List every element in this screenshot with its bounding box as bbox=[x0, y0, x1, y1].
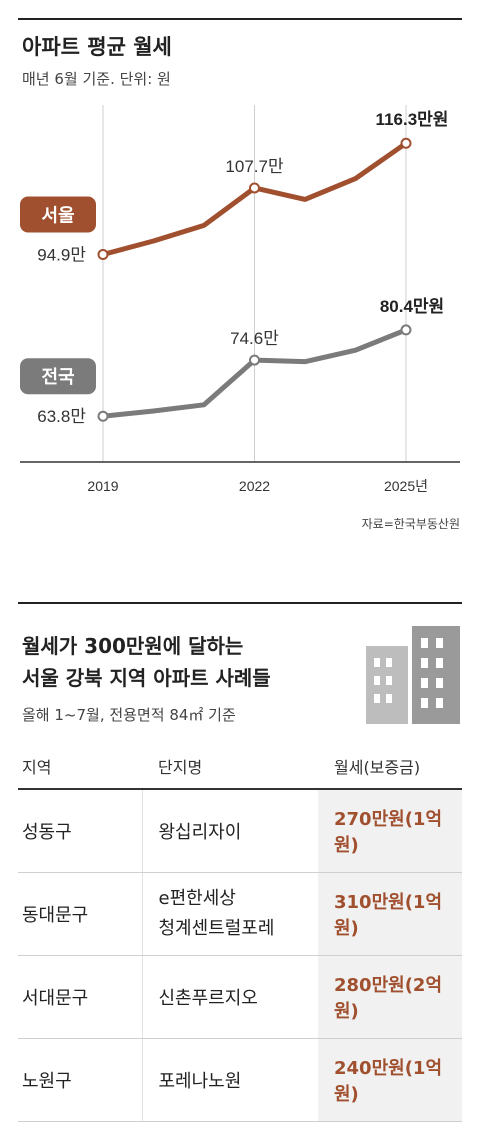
table-row: 성동구 왕십리자이 270만원(1억원) bbox=[18, 789, 462, 873]
rent-cell: 270만원(1억원) bbox=[318, 789, 462, 873]
complex-cell: 왕십리자이 bbox=[141, 789, 318, 873]
table-subtitle: 올해 1~7월, 전용면적 84㎡ 기준 bbox=[22, 706, 236, 724]
table-top-rule bbox=[18, 602, 462, 604]
region-cell: 동대문구 bbox=[18, 872, 142, 956]
region-cell: 서대문구 bbox=[18, 955, 142, 1039]
data-point bbox=[97, 249, 109, 261]
table-title-line1: 월세가 300만원에 달하는 bbox=[22, 634, 244, 658]
data-point bbox=[249, 354, 260, 366]
rent-cell: 280만원(2억원) bbox=[318, 955, 462, 1039]
header-complex: 단지명 bbox=[142, 748, 318, 790]
data-point bbox=[97, 410, 109, 422]
region-cell: 노원구 bbox=[18, 1038, 142, 1122]
chart-title: 아파트 평균 월세 bbox=[22, 35, 172, 59]
rent-cell: 240만원(1억원) bbox=[318, 1038, 462, 1122]
chart-source: 자료=한국부동산원 bbox=[361, 517, 460, 531]
chart-subtitle: 매년 6월 기준. 단위: 원 bbox=[22, 70, 171, 88]
series-name: 서울 bbox=[41, 206, 74, 227]
rent-cell: 310만원(1억원) bbox=[318, 872, 462, 956]
header-region: 지역 bbox=[18, 748, 142, 790]
building-icon bbox=[366, 626, 460, 724]
data-point bbox=[400, 137, 412, 149]
data-label: 80.4만원 bbox=[380, 297, 444, 316]
data-label: 94.9만 bbox=[37, 246, 86, 265]
x-tick-label: 2022 bbox=[239, 478, 270, 494]
data-label: 116.3만원 bbox=[376, 110, 449, 129]
table-row: 서대문구 신촌푸르지오 280만원(2억원) bbox=[18, 955, 462, 1039]
x-tick-label: 2025년 bbox=[384, 478, 428, 494]
data-label: 74.6만 bbox=[230, 329, 279, 348]
x-tick-label: 2019 bbox=[87, 478, 118, 494]
table-title-line2: 서울 강북 지역 아파트 사례들 bbox=[22, 666, 271, 690]
complex-cell: 포레나노원 bbox=[141, 1038, 318, 1122]
table-header-row: 지역 단지명 월세(보증금) bbox=[18, 748, 462, 790]
data-label: 107.7만 bbox=[225, 157, 284, 176]
region-cell: 성동구 bbox=[18, 789, 142, 873]
data-point bbox=[249, 182, 260, 194]
complex-cell: e편한세상 청계센트럴포레 bbox=[141, 872, 318, 956]
header-rent: 월세(보증금) bbox=[318, 748, 462, 790]
series-name: 전국 bbox=[41, 367, 74, 388]
top-rule bbox=[18, 18, 462, 20]
table-row: 동대문구 e편한세상 청계센트럴포레 310만원(1억원) bbox=[18, 872, 462, 956]
complex-cell: 신촌푸르지오 bbox=[141, 955, 318, 1039]
case-table: 지역 단지명 월세(보증금) 성동구 왕십리자이 270만원(1억원) 동대문구… bbox=[18, 748, 462, 1122]
data-label: 63.8만 bbox=[37, 407, 86, 426]
table-row: 노원구 포레나노원 240만원(1억원) bbox=[18, 1038, 462, 1122]
series-badge bbox=[20, 358, 96, 395]
series-badge bbox=[20, 196, 96, 233]
data-point bbox=[400, 324, 412, 336]
